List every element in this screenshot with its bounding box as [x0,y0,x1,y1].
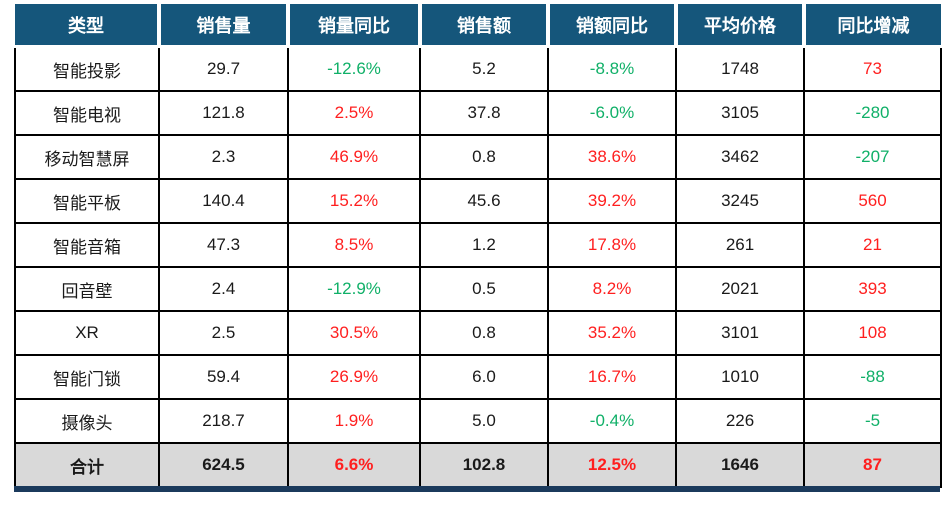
total-avg-price-cell: 1646 [675,442,805,488]
category-cell: 智能音箱 [14,222,160,268]
bottom-accent-bar [14,486,940,492]
table-row: 智能平板 140.4 15.2% 45.6 39.2% 3245 560 [14,178,942,224]
amount-cell: 0.8 [419,134,549,180]
amount-yoy-cell: 35.2% [547,310,677,356]
total-volume-yoy-cell: 6.6% [287,442,421,488]
avg-price-cell: 3105 [675,90,805,136]
volume-cell: 218.7 [158,398,289,444]
category-cell: 智能平板 [14,178,160,224]
amount-yoy-cell: 8.2% [547,266,677,312]
volume-yoy-cell: 1.9% [287,398,421,444]
table-row: 摄像头 218.7 1.9% 5.0 -0.4% 226 -5 [14,398,942,444]
amount-cell: 0.5 [419,266,549,312]
amount-cell: 37.8 [419,90,549,136]
avg-price-cell: 2021 [675,266,805,312]
table-row: 回音壁 2.4 -12.9% 0.5 8.2% 2021 393 [14,266,942,312]
avg-price-cell: 3462 [675,134,805,180]
amount-yoy-cell: -6.0% [547,90,677,136]
category-cell: 智能投影 [14,45,160,92]
category-cell: 智能门锁 [14,354,160,400]
amount-yoy-cell: 16.7% [547,354,677,400]
volume-yoy-cell: 2.5% [287,90,421,136]
category-cell: 摄像头 [14,398,160,444]
header-cell-avg-price: 平均价格 [674,4,804,48]
header-cell-sales-amount: 销售额 [418,4,548,48]
table-row: 智能投影 29.7 -12.6% 5.2 -8.8% 1748 73 [14,45,942,92]
amount-cell: 5.2 [419,45,549,92]
amount-cell: 1.2 [419,222,549,268]
total-yoy-change-cell: 87 [803,442,942,488]
header-cell-type: 类型 [15,4,159,48]
sales-summary-table: 类型 销售量 销量同比 销售额 销额同比 平均价格 同比增减 智能投影 29.7… [14,4,942,492]
volume-yoy-cell: 15.2% [287,178,421,224]
volume-yoy-cell: -12.6% [287,45,421,92]
volume-cell: 2.4 [158,266,289,312]
avg-price-cell: 261 [675,222,805,268]
volume-yoy-cell: 30.5% [287,310,421,356]
volume-cell: 121.8 [158,90,289,136]
category-cell: 移动智慧屏 [14,134,160,180]
total-amount-cell: 102.8 [419,442,549,488]
avg-price-cell: 1010 [675,354,805,400]
amount-cell: 5.0 [419,398,549,444]
volume-cell: 140.4 [158,178,289,224]
header-row: 类型 销售量 销量同比 销售额 销额同比 平均价格 同比增减 [15,4,941,48]
total-amount-yoy-cell: 12.5% [547,442,677,488]
yoy-change-cell: -207 [803,134,942,180]
avg-price-cell: 3101 [675,310,805,356]
avg-price-cell: 1748 [675,45,805,92]
amount-yoy-cell: 38.6% [547,134,677,180]
total-row: 合计 624.5 6.6% 102.8 12.5% 1646 87 [14,442,942,488]
table-body: 智能投影 29.7 -12.6% 5.2 -8.8% 1748 73 智能电视 … [14,45,942,488]
yoy-change-cell: 73 [803,45,942,92]
table-header: 类型 销售量 销量同比 销售额 销额同比 平均价格 同比增减 [15,4,941,48]
volume-cell: 47.3 [158,222,289,268]
table-row: 智能音箱 47.3 8.5% 1.2 17.8% 261 21 [14,222,942,268]
header-cell-volume-yoy: 销量同比 [286,4,420,48]
amount-cell: 45.6 [419,178,549,224]
total-volume-cell: 624.5 [158,442,289,488]
category-cell: 回音壁 [14,266,160,312]
data-table: 类型 销售量 销量同比 销售额 销额同比 平均价格 同比增减 智能投影 29.7… [14,4,942,488]
amount-cell: 0.8 [419,310,549,356]
yoy-change-cell: 393 [803,266,942,312]
volume-cell: 2.3 [158,134,289,180]
yoy-change-cell: 560 [803,178,942,224]
header-cell-sales-volume: 销售量 [157,4,288,48]
yoy-change-cell: 108 [803,310,942,356]
amount-yoy-cell: -0.4% [547,398,677,444]
volume-yoy-cell: 26.9% [287,354,421,400]
table-row: 智能电视 121.8 2.5% 37.8 -6.0% 3105 -280 [14,90,942,136]
yoy-change-cell: -88 [803,354,942,400]
table-row: 移动智慧屏 2.3 46.9% 0.8 38.6% 3462 -207 [14,134,942,180]
yoy-change-cell: -280 [803,90,942,136]
table-row: 智能门锁 59.4 26.9% 6.0 16.7% 1010 -88 [14,354,942,400]
amount-yoy-cell: 17.8% [547,222,677,268]
volume-yoy-cell: -12.9% [287,266,421,312]
avg-price-cell: 226 [675,398,805,444]
yoy-change-cell: 21 [803,222,942,268]
category-cell: 智能电视 [14,90,160,136]
total-label-cell: 合计 [14,442,160,488]
volume-cell: 59.4 [158,354,289,400]
volume-yoy-cell: 8.5% [287,222,421,268]
header-cell-yoy-change: 同比增减 [802,4,941,48]
volume-cell: 29.7 [158,45,289,92]
avg-price-cell: 3245 [675,178,805,224]
category-cell: XR [14,310,160,356]
table-row: XR 2.5 30.5% 0.8 35.2% 3101 108 [14,310,942,356]
volume-yoy-cell: 46.9% [287,134,421,180]
volume-cell: 2.5 [158,310,289,356]
yoy-change-cell: -5 [803,398,942,444]
amount-yoy-cell: 39.2% [547,178,677,224]
amount-yoy-cell: -8.8% [547,45,677,92]
amount-cell: 6.0 [419,354,549,400]
header-cell-amount-yoy: 销额同比 [546,4,676,48]
